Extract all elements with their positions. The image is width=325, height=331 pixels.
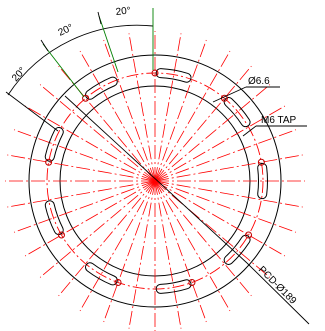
radial-centerline — [79, 50, 156, 182]
angle-dimension-arc — [7, 24, 154, 96]
tap-hole — [245, 231, 253, 239]
radial-centerline — [13, 180, 156, 233]
pcd-leader — [64, 95, 248, 264]
radial-centerline — [154, 180, 207, 323]
slots — [44, 68, 268, 294]
radial-centerline — [154, 180, 297, 233]
tap-label: M6 TAP — [261, 115, 297, 126]
tap-hole — [114, 278, 122, 286]
radial-centerline — [128, 180, 156, 329]
tap-hole — [188, 278, 196, 286]
dimension-tick-2 — [40, 39, 49, 52]
slot — [223, 97, 251, 128]
pcd-circle — [46, 72, 264, 290]
radial-centerlines — [5, 31, 305, 331]
extension-line-2 — [98, 15, 119, 73]
slot — [85, 76, 118, 100]
radial-centerline — [154, 129, 297, 182]
radial-centerline — [154, 154, 303, 182]
tap-hole — [257, 158, 265, 166]
tap-hole — [45, 158, 53, 166]
pcd-label: PCD-Ø189 — [256, 264, 299, 307]
radial-centerline — [103, 39, 156, 182]
radial-centerline — [154, 39, 207, 182]
radial-centerline — [154, 180, 303, 208]
slot — [257, 162, 268, 200]
radial-centerline — [128, 33, 156, 182]
flange-outer-circle — [28, 54, 282, 308]
extension-line-3 — [42, 43, 85, 98]
extension-line-4 — [5, 91, 59, 132]
slot — [44, 200, 64, 236]
slot — [155, 279, 192, 294]
angle-label-3: 20° — [10, 65, 28, 84]
angle-label-2: 20° — [57, 22, 75, 38]
radial-centerline — [154, 180, 271, 278]
hole-diameter-leader — [212, 86, 247, 103]
radial-centerline — [154, 50, 231, 182]
radial-centerline — [13, 129, 156, 182]
slot — [155, 68, 192, 83]
radial-centerline — [39, 84, 156, 182]
slot — [44, 126, 64, 162]
radial-centerline — [103, 180, 156, 323]
callout-leaders — [64, 86, 310, 325]
tap-hole — [151, 69, 159, 77]
radial-centerline — [7, 180, 156, 208]
radial-centerline — [7, 154, 156, 182]
radial-centerline — [154, 180, 231, 312]
radial-centerline — [154, 65, 252, 182]
tap-hole — [57, 231, 65, 239]
angle-label-1: 20° — [115, 5, 131, 18]
pcd-leader-shelf — [246, 262, 310, 325]
slot — [85, 262, 118, 286]
slot — [223, 234, 251, 265]
radial-centerline — [79, 180, 156, 312]
dimension-tick-1 — [97, 11, 102, 25]
tap-leader — [242, 125, 257, 137]
radial-centerline — [154, 105, 286, 182]
radial-centerline — [154, 180, 286, 257]
radial-centerline — [39, 180, 156, 278]
radial-centerline — [154, 180, 182, 329]
radial-centerline — [58, 65, 156, 182]
radial-centerline — [24, 180, 156, 257]
radial-centerline — [58, 180, 156, 297]
radial-centerline — [154, 180, 252, 297]
tap-hole — [82, 94, 90, 102]
hole-diameter-label: Ø6.6 — [248, 76, 270, 87]
radial-centerline — [154, 84, 271, 182]
radial-centerline — [24, 105, 156, 182]
angle-dimension — [5, 8, 154, 132]
radial-centerline — [154, 33, 182, 182]
